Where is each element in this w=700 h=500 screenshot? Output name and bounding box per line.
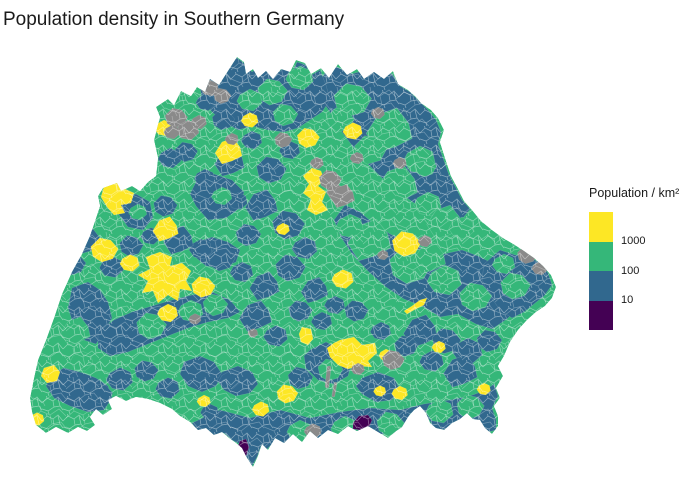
legend-swatch-over-1000 (589, 212, 613, 242)
page-title: Population density in Southern Germany (3, 9, 345, 30)
legend-tick-100: 100 (621, 264, 640, 277)
legend: Population / km² 1000 100 10 (589, 186, 699, 330)
legend-swatch-10-100 (589, 271, 613, 301)
legend-swatch-under-10 (589, 300, 613, 330)
legend-tick-10: 10 (621, 294, 634, 306)
municipality-borders-texture (30, 57, 556, 467)
legend-swatch-100-1000 (589, 241, 613, 271)
city-friedrichshafen (153, 406, 174, 420)
legend-tick-1000: 1000 (621, 235, 646, 247)
legend-color-scale: 1000 100 10 (589, 212, 699, 330)
legend-title: Population / km² (589, 186, 680, 200)
